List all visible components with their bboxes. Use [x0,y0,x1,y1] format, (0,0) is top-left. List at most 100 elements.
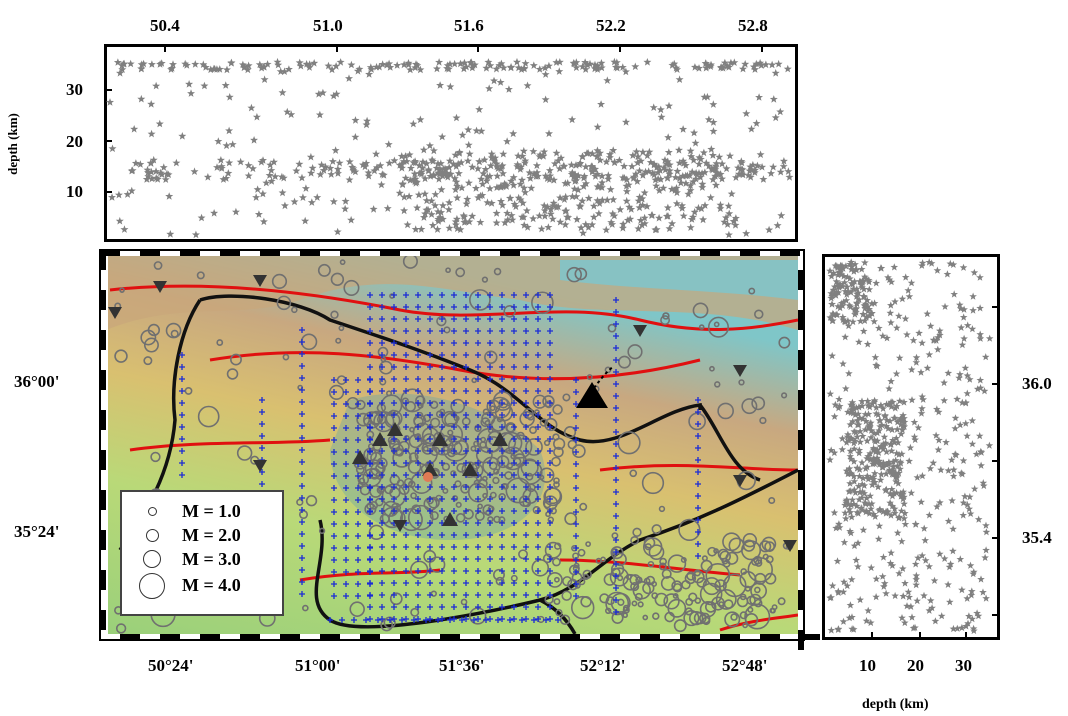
grid-cross [331,377,337,383]
event-star [828,351,836,360]
event-star [959,498,968,507]
event-star [492,218,501,227]
event-star [867,419,875,427]
grid-cross [415,424,421,430]
event-star [966,561,975,569]
event-circle [759,540,772,553]
grid-cross [451,532,457,538]
event-star [883,334,891,342]
event-star [137,60,146,68]
event-star [912,358,921,366]
event-circle [276,295,292,311]
event-star [302,60,311,68]
event-star [892,449,901,457]
event-star [667,185,676,193]
event-star [458,131,467,139]
event-star [604,175,613,183]
grid-cross [299,423,305,429]
event-star [144,168,152,176]
event-circle [634,592,643,601]
grid-cross [475,508,481,514]
event-star [426,172,435,180]
event-star [482,176,491,185]
grid-cross [451,484,457,490]
event-star [719,64,727,72]
grid-cross [403,496,409,502]
event-star [882,469,890,478]
grid-cross [427,484,433,490]
event-star [532,172,541,180]
event-circle [236,445,253,461]
event-star [859,327,868,335]
event-star [561,179,570,187]
event-star [590,64,599,73]
grid-cross [523,316,529,322]
event-star [453,193,462,202]
highland-area [560,260,798,300]
event-circle [746,595,756,605]
event-star [969,306,977,314]
grid-cross [343,521,349,527]
grid-cross [695,469,701,475]
event-star [568,115,577,124]
event-star [856,438,864,446]
event-star [514,193,523,202]
event-star [452,214,461,223]
event-circle [482,504,494,516]
event-star [540,212,549,220]
grid-cross [499,352,505,358]
grid-cross [511,340,517,346]
event-star [851,437,859,445]
event-star [981,353,990,361]
event-star [692,174,700,183]
event-circle [579,502,588,511]
event-star [936,498,944,506]
volcano-triangle-icon [576,382,608,408]
grid-cross [391,376,397,382]
event-star [435,175,443,183]
event-star [917,498,925,506]
event-star [673,188,681,197]
event-star [934,333,942,341]
grid-cross [463,292,469,298]
event-star [506,194,515,202]
event-star [578,152,587,161]
event-star [519,213,528,221]
event-star [443,61,452,69]
event-star [586,59,594,68]
event-star [855,465,864,473]
event-circle [460,598,468,606]
event-star [266,160,275,169]
event-star [433,64,441,73]
grid-cross [179,460,185,466]
event-star [295,58,304,67]
event-star [334,169,342,177]
event-star [951,424,959,432]
event-circle [742,532,758,548]
grid-cross [487,592,493,598]
grid-cross [523,304,529,310]
grid-cross [415,292,421,298]
event-star [215,65,224,73]
event-star [827,446,835,454]
event-star [712,181,720,189]
event-star [529,61,538,69]
event-circle [444,412,459,427]
event-circle [421,442,434,455]
event-star [949,525,957,533]
epicenter-marker [423,472,433,482]
event-star [213,163,221,171]
grid-cross [299,495,305,501]
event-star [664,133,673,141]
event-star [461,217,470,226]
event-star [507,63,516,71]
event-star [572,58,581,66]
grid-cross [535,424,541,430]
event-star [838,434,847,442]
event-star [298,193,307,201]
event-star [866,492,874,500]
event-star [123,190,132,198]
event-star [278,188,287,197]
event-circle [617,431,641,455]
event-star [671,186,679,194]
